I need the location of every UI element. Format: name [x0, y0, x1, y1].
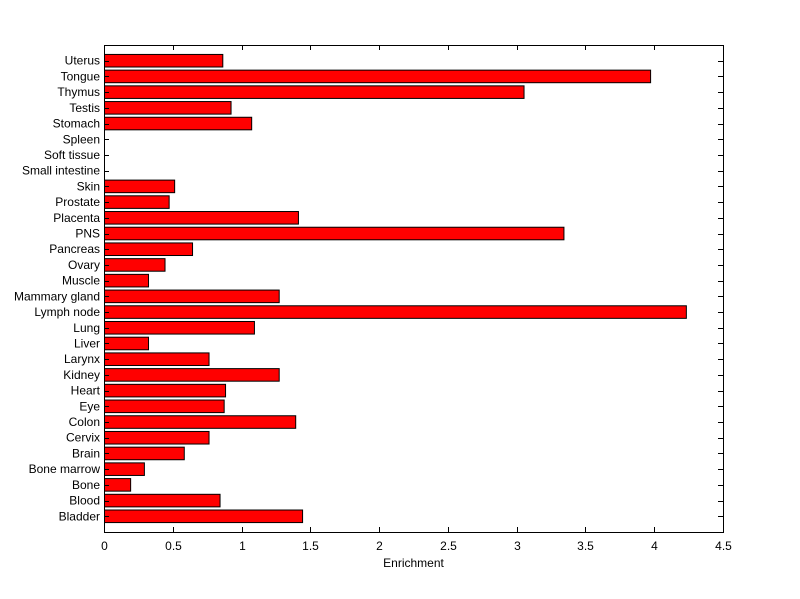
bar-mammary-gland [104, 289, 280, 304]
bar-thymus [104, 85, 525, 99]
bar-blood [104, 493, 221, 508]
x-tick-label: 4.5 [715, 539, 732, 553]
bar-uterus [104, 53, 224, 68]
category-label: Bone [72, 478, 100, 492]
category-label: Bone marrow [29, 462, 101, 476]
category-label: Lung [73, 321, 100, 335]
category-label: Brain [72, 446, 100, 460]
bar-placenta [104, 211, 299, 225]
category-label: Placenta [53, 211, 100, 225]
x-tick-label: 3 [514, 539, 521, 553]
bar-stomach [104, 116, 253, 131]
category-label: Ovary [68, 258, 100, 272]
bar-bladder [104, 509, 304, 524]
bar-larynx [104, 352, 210, 366]
category-label: Kidney [63, 368, 100, 382]
category-label: Eye [79, 399, 100, 413]
plot-area-frame [104, 45, 724, 533]
category-label: Mammary gland [14, 289, 100, 303]
bar-liver [104, 336, 150, 351]
category-label: PNS [75, 227, 100, 241]
bar-tongue [104, 69, 652, 84]
bar-bone [104, 478, 132, 492]
category-label: Lymph node [34, 305, 100, 319]
bar-pancreas [104, 242, 194, 257]
x-tick-label: 3.5 [577, 539, 594, 553]
category-label: Liver [74, 336, 100, 350]
x-axis-title: Enrichment [383, 556, 444, 570]
bar-testis [104, 101, 232, 115]
category-label: Thymus [57, 85, 100, 99]
category-label: Small intestine [22, 164, 100, 178]
x-tick-label: 4 [651, 539, 658, 553]
x-tick-label: 1 [239, 539, 246, 553]
x-tick-label: 2.5 [440, 539, 457, 553]
x-tick-label: 0.5 [165, 539, 182, 553]
category-label: Bladder [59, 509, 100, 523]
bar-lymph-node [104, 305, 687, 319]
bar-pns [104, 226, 565, 241]
bar-eye [104, 399, 225, 414]
category-label: Muscle [62, 274, 100, 288]
category-label: Spleen [63, 132, 100, 146]
bar-kidney [104, 368, 280, 382]
category-label: Heart [71, 384, 101, 398]
bar-heart [104, 383, 227, 398]
category-label: Blood [69, 494, 100, 508]
category-label: Pancreas [49, 242, 100, 256]
bar-skin [104, 179, 176, 194]
bar-lung [104, 320, 255, 335]
category-label: Uterus [65, 54, 100, 68]
category-label: Larynx [64, 352, 100, 366]
x-tick-label: 0 [101, 539, 108, 553]
category-label: Tongue [61, 69, 101, 83]
category-label: Skin [77, 179, 100, 193]
bars-layer [104, 53, 687, 524]
category-label: Colon [69, 415, 100, 429]
bar-ovary [104, 258, 166, 272]
bar-cervix [104, 430, 210, 445]
bar-brain [104, 446, 185, 461]
bar-prostate [104, 195, 170, 209]
category-label: Prostate [55, 195, 100, 209]
bar-muscle [104, 273, 150, 288]
category-label: Stomach [53, 117, 100, 131]
category-label: Testis [69, 101, 100, 115]
x-tick-label: 2 [376, 539, 383, 553]
bar-bone-marrow [104, 462, 145, 476]
bar-colon [104, 415, 297, 429]
category-label: Cervix [66, 431, 100, 445]
x-tick-label: 1.5 [302, 539, 319, 553]
category-label: Soft tissue [44, 148, 100, 162]
